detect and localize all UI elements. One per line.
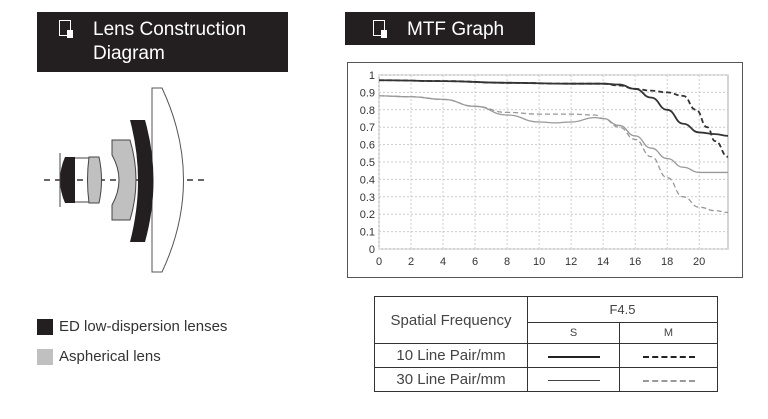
x-tick-label: 8 <box>504 256 510 268</box>
y-tick-label: 0.5 <box>360 157 375 169</box>
legend-ed-label: ED low-dispersion lenses <box>59 318 228 335</box>
y-tick-label: 0.9 <box>360 87 375 99</box>
x-tick-label: 0 <box>376 256 382 268</box>
x-tick-label: 14 <box>597 256 609 268</box>
mtf-chart: 00.10.20.30.40.50.60.70.80.910 2 4 6 8 10 12 14… <box>360 70 729 268</box>
row-30lp-label: 30 Line Pair/mm <box>374 367 528 392</box>
ed-swatch <box>37 318 53 335</box>
legend-aspherical-label: Aspherical lens <box>59 348 161 365</box>
x-tick-label: 4 <box>440 256 446 268</box>
y-tick-label: 0.7 <box>360 122 375 134</box>
aspherical-swatch <box>37 348 53 365</box>
spatial-frequency-header: Spatial Frequency <box>374 296 528 344</box>
series-line-1 <box>378 79 729 158</box>
y-tick-label: 0.1 <box>360 227 375 239</box>
mtf-legend-table: Spatial Frequency F4.5 S M 10 Line Pair/… <box>374 296 718 392</box>
dashed-gray-line <box>642 379 695 382</box>
y-tick-label: 0.2 <box>360 209 375 221</box>
mtf-title: MTF Graph <box>407 19 505 40</box>
dashed-dark-line <box>642 355 695 358</box>
aspherical-lens <box>111 139 137 221</box>
sagittal-header: S <box>527 322 620 344</box>
solid-dark-line <box>547 355 600 358</box>
x-tick-label: 16 <box>629 256 641 268</box>
legend-ed: ED low-dispersion lenses <box>37 318 227 335</box>
x-tick-label: 18 <box>661 256 673 268</box>
front-element <box>151 87 184 273</box>
ed-meniscus-large <box>130 120 154 242</box>
mtf-graph-header: MTF Graph <box>345 12 535 45</box>
y-tick-label: 0.8 <box>360 105 375 117</box>
solid-thin-line <box>547 380 600 382</box>
meridional-header: M <box>619 322 718 344</box>
row-10lp-label: 10 Line Pair/mm <box>374 343 528 368</box>
series-line-3 <box>378 95 729 214</box>
lens-title-line1: Lens Construction <box>93 19 247 40</box>
plot-area <box>378 74 729 250</box>
y-tick-label: 1 <box>369 70 375 82</box>
ed-rear-lens <box>60 157 75 203</box>
series-line-2 <box>378 95 728 174</box>
y-tick-label: 0 <box>369 244 375 256</box>
y-tick-label: 0.6 <box>360 140 375 152</box>
x-tick-label: 10 <box>533 256 545 268</box>
y-tick-label: 0.4 <box>360 174 375 186</box>
lens-construction-header: Lens Construction Diagram <box>37 12 288 72</box>
legend-aspherical: Aspherical lens <box>37 348 161 365</box>
x-tick-label: 2 <box>408 256 414 268</box>
x-tick-label: 20 <box>693 256 705 268</box>
rear-gray-lens <box>87 156 102 204</box>
y-tick-label: 0.3 <box>360 192 375 204</box>
mtf-chart-frame <box>347 62 743 278</box>
x-tick-label: 6 <box>472 256 478 268</box>
aperture-header: F4.5 <box>527 296 718 323</box>
document-icon <box>373 20 387 38</box>
document-icon <box>59 20 73 38</box>
x-tick-label: 12 <box>565 256 577 268</box>
lens-diagram <box>44 87 207 273</box>
lens-title-line2: Diagram <box>93 43 165 64</box>
